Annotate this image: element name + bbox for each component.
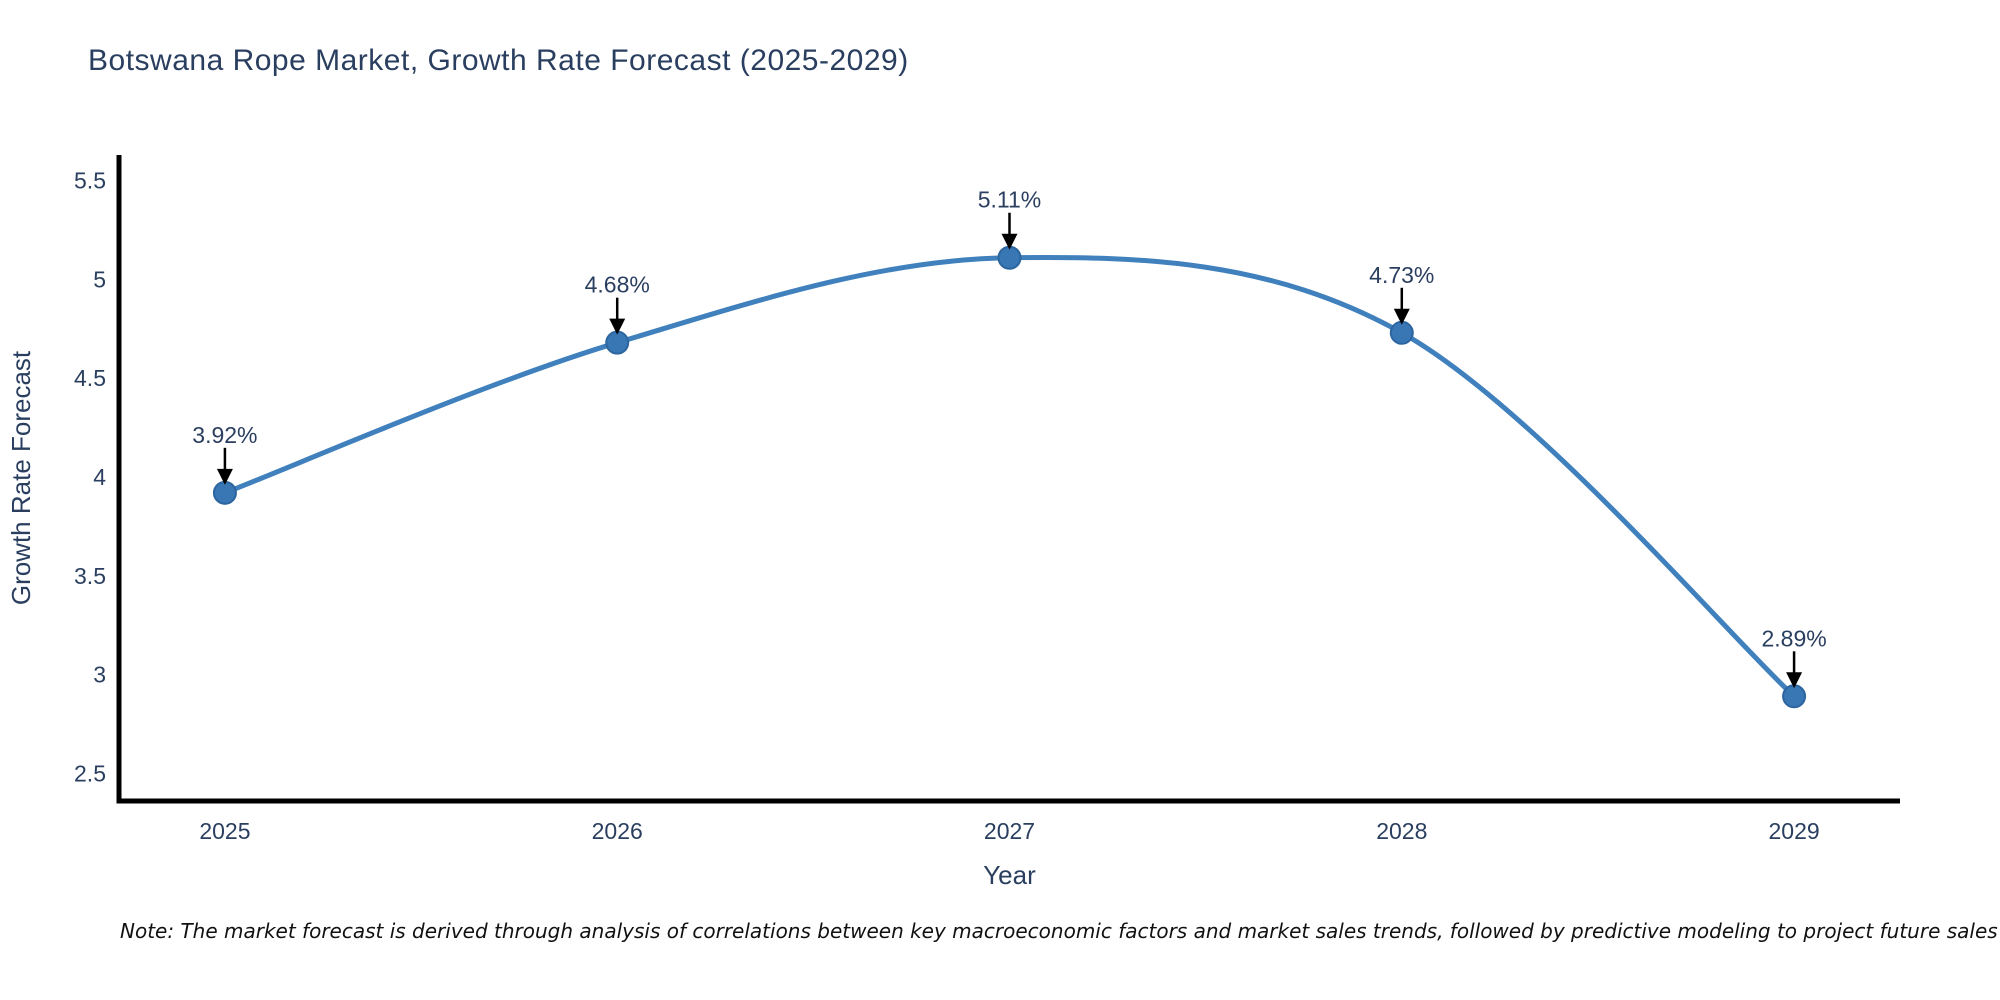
point-annotation-label: 4.73% [1369,262,1434,288]
annotation-arrowhead [609,318,626,335]
data-point-marker [997,245,1022,270]
y-tick-label: 4 [93,464,106,490]
annotation-arrowhead [1786,672,1803,689]
y-tick-label: 2.5 [74,760,106,786]
y-tick-label: 3 [93,662,106,688]
y-tick-label: 5.5 [74,168,106,194]
annotation-arrowhead [1393,308,1410,325]
point-annotation-label: 5.11% [978,187,1042,213]
data-point-marker [1389,320,1414,345]
y-axis-title: Growth Rate Forecast [6,350,36,605]
data-point-marker [212,480,237,505]
point-annotation-label: 4.68% [585,272,650,298]
annotation-arrowhead [216,468,233,485]
point-annotation-label: 3.92% [192,422,257,448]
x-tick-label: 2026 [592,818,643,844]
data-point-marker [605,330,630,355]
x-tick-label: 2029 [1768,818,1819,844]
y-tick-label: 4.5 [74,365,106,391]
chart-title: Botswana Rope Market, Growth Rate Foreca… [88,44,909,77]
y-tick-label: 5 [93,266,106,292]
annotation-arrowhead [1001,233,1018,250]
y-tick-label: 3.5 [74,563,106,589]
point-annotation-label: 2.89% [1761,625,1826,651]
series-line [224,254,1796,699]
x-tick-label: 2027 [984,818,1035,844]
x-tick-label: 2028 [1376,818,1427,844]
data-point-marker [1782,684,1807,709]
x-tick-label: 2025 [199,818,250,844]
x-axis-title: Year [983,860,1036,890]
footnote: Note: The market forecast is derived thr… [120,919,1998,943]
